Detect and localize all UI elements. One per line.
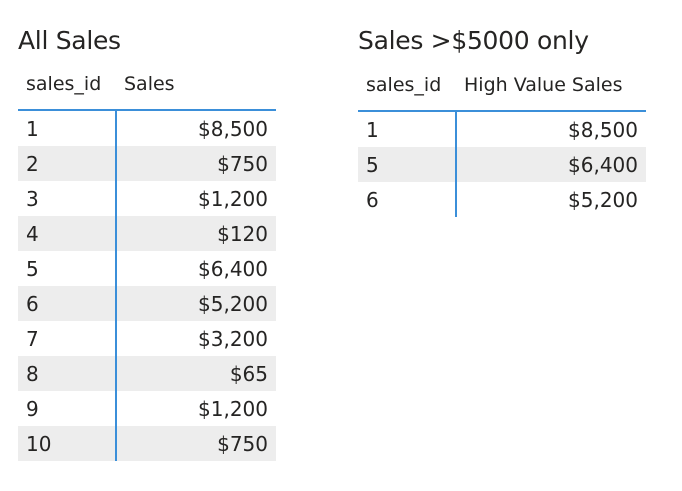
sales-amount-cell: $6,400 [198,256,268,281]
sales-amount-cell: $65 [116,356,276,391]
sales-amount-cell: $8,500 [198,116,268,141]
table-row[interactable]: 2 $750 [18,146,276,181]
sales-id-cell: 1 [18,110,117,146]
table-row[interactable]: 6 $5,200 [358,182,646,217]
sales-amount-cell: $8,500 [568,117,638,142]
all-sales-table-visual: All Sales sales_id Sales 1 $8,500 2 $750 3 $1… [18,24,278,461]
table-row[interactable]: 5 $6,400 [358,147,646,182]
column-header-sales-id[interactable]: sales_id [18,59,116,111]
all-sales-table: sales_id Sales 1 $8,500 2 $750 3 $1,200 4 $120 5… [18,59,276,461]
sales-amount-cell: $5,200 [568,187,638,212]
sales-id-cell: 6 [358,182,457,217]
column-header-sales[interactable]: Sales [116,59,276,111]
sales-amount-cell: $750 [116,426,276,461]
table-row[interactable]: 6 $5,200 [18,286,276,321]
table-row[interactable]: 1 $8,500 [18,110,276,146]
table-row[interactable]: 3 $1,200 [18,181,276,216]
high-value-sales-table-visual: Sales >$5000 only sales_id High Value Sa… [358,24,648,217]
header-row: sales_id Sales [18,59,276,111]
sales-id-cell: 10 [18,426,117,461]
table-row[interactable]: 7 $3,200 [18,321,276,356]
sales-id-cell: 3 [18,181,117,216]
table-row[interactable]: 5 $6,400 [18,251,276,286]
sales-amount-cell: $1,200 [198,186,268,211]
sales-amount-cell: $5,200 [116,286,276,321]
sales-id-cell: 6 [18,286,117,321]
column-header-sales-id[interactable]: sales_id [358,60,456,112]
table-row[interactable]: 8 $65 [18,356,276,391]
column-header-high-value-sales[interactable]: High Value Sales [456,60,646,112]
table-body: 1 $8,500 2 $750 3 $1,200 4 $120 5 $6,400 6 $5,200 7 $… [18,110,276,461]
sales-id-cell: 9 [18,391,117,426]
sales-amount-cell: $1,200 [198,396,268,421]
visual-title: All Sales [18,26,121,55]
sales-id-cell: 1 [358,111,457,147]
table-body: 1 $8,500 5 $6,400 6 $5,200 [358,111,646,217]
sales-amount-cell: $120 [116,216,276,251]
sales-amount-cell: $3,200 [198,326,268,351]
table-row[interactable]: 1 $8,500 [358,111,646,147]
table-row[interactable]: 9 $1,200 [18,391,276,426]
sales-amount-cell: $6,400 [456,147,646,182]
visual-title: Sales >$5000 only [358,26,589,55]
sales-id-cell: 4 [18,216,117,251]
sales-id-cell: 8 [18,356,117,391]
sales-id-cell: 7 [18,321,117,356]
sales-id-cell: 5 [18,251,117,286]
high-value-sales-table: sales_id High Value Sales 1 $8,500 5 $6,400… [358,60,646,217]
sales-id-cell: 5 [358,147,457,182]
table-row[interactable]: 10 $750 [18,426,276,461]
sales-amount-cell: $750 [116,146,276,181]
table-row[interactable]: 4 $120 [18,216,276,251]
sales-id-cell: 2 [18,146,117,181]
header-row: sales_id High Value Sales [358,60,646,112]
